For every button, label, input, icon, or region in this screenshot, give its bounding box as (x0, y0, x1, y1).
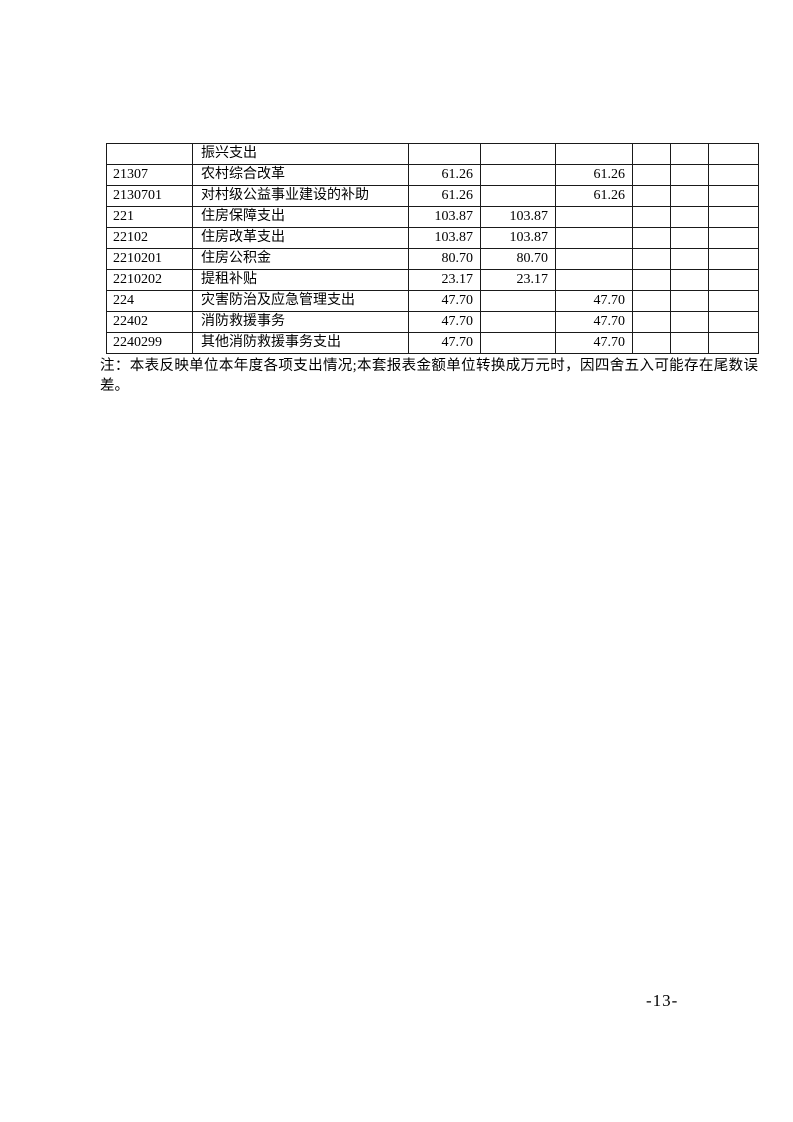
table-row: 2240299 其他消防救援事务支出 47.70 47.70 (106, 332, 759, 354)
cell-amount (708, 164, 759, 186)
cell-amount (555, 206, 633, 228)
cell-code: 2240299 (106, 332, 193, 354)
cell-amount: 103.87 (480, 206, 556, 228)
table-row: 2210202 提租补贴 23.17 23.17 (106, 269, 759, 291)
cell-amount (480, 311, 556, 333)
cell-amount (632, 227, 671, 249)
cell-amount (632, 143, 671, 165)
cell-amount (670, 185, 709, 207)
cell-name: 提租补贴 (192, 269, 409, 291)
cell-amount (670, 248, 709, 270)
cell-amount: 80.70 (408, 248, 481, 270)
cell-amount: 80.70 (480, 248, 556, 270)
cell-code: 2210202 (106, 269, 193, 291)
cell-name: 住房公积金 (192, 248, 409, 270)
cell-amount: 47.70 (408, 332, 481, 354)
cell-amount (670, 332, 709, 354)
table-footnote: 注：本表反映单位本年度各项支出情况;本套报表金额单位转换成万元时，因四舍五入可能… (100, 358, 758, 394)
cell-amount (708, 227, 759, 249)
cell-amount (632, 269, 671, 291)
cell-amount: 103.87 (408, 227, 481, 249)
cell-code: 2130701 (106, 185, 193, 207)
cell-amount (670, 227, 709, 249)
cell-code: 221 (106, 206, 193, 228)
cell-code: 22102 (106, 227, 193, 249)
cell-amount (632, 248, 671, 270)
table-row: 221 住房保障支出 103.87 103.87 (106, 206, 759, 228)
cell-amount (708, 248, 759, 270)
cell-name: 住房保障支出 (192, 206, 409, 228)
cell-code (106, 143, 193, 165)
cell-amount (708, 269, 759, 291)
cell-amount (708, 143, 759, 165)
cell-code: 224 (106, 290, 193, 312)
cell-amount (632, 206, 671, 228)
cell-amount (480, 332, 556, 354)
table-row: 22102 住房改革支出 103.87 103.87 (106, 227, 759, 249)
cell-code: 2210201 (106, 248, 193, 270)
cell-amount: 103.87 (480, 227, 556, 249)
cell-code: 21307 (106, 164, 193, 186)
cell-amount (708, 332, 759, 354)
cell-amount (670, 164, 709, 186)
cell-amount (670, 269, 709, 291)
table-row: 21307 农村综合改革 61.26 61.26 (106, 164, 759, 186)
cell-amount: 61.26 (408, 185, 481, 207)
expenditure-table: 振兴支出 21307 农村综合改革 61.26 61.26 2130701 (106, 143, 759, 354)
cell-amount (708, 311, 759, 333)
cell-amount (670, 311, 709, 333)
cell-amount (670, 143, 709, 165)
cell-amount (632, 311, 671, 333)
table-row: 2130701 对村级公益事业建设的补助 61.26 61.26 (106, 185, 759, 207)
cell-amount: 47.70 (555, 311, 633, 333)
cell-amount (632, 164, 671, 186)
cell-amount (555, 143, 633, 165)
cell-amount (708, 185, 759, 207)
cell-amount (555, 269, 633, 291)
table-row: 2210201 住房公积金 80.70 80.70 (106, 248, 759, 270)
cell-name: 消防救援事务 (192, 311, 409, 333)
cell-amount (555, 248, 633, 270)
cell-amount: 61.26 (555, 185, 633, 207)
cell-name: 灾害防治及应急管理支出 (192, 290, 409, 312)
cell-amount (670, 206, 709, 228)
cell-amount (670, 290, 709, 312)
cell-name: 振兴支出 (192, 143, 409, 165)
cell-amount (555, 227, 633, 249)
cell-amount (708, 206, 759, 228)
table-row: 22402 消防救援事务 47.70 47.70 (106, 311, 759, 333)
cell-amount (480, 290, 556, 312)
cell-code: 22402 (106, 311, 193, 333)
cell-amount: 23.17 (408, 269, 481, 291)
cell-amount (480, 164, 556, 186)
cell-amount: 23.17 (480, 269, 556, 291)
table-row: 224 灾害防治及应急管理支出 47.70 47.70 (106, 290, 759, 312)
cell-amount: 103.87 (408, 206, 481, 228)
cell-amount: 47.70 (555, 332, 633, 354)
cell-amount: 47.70 (408, 290, 481, 312)
cell-name: 住房改革支出 (192, 227, 409, 249)
cell-amount (480, 143, 556, 165)
table-row: 振兴支出 (106, 143, 759, 165)
cell-amount (632, 290, 671, 312)
cell-amount: 61.26 (408, 164, 481, 186)
cell-amount (632, 332, 671, 354)
cell-amount: 47.70 (408, 311, 481, 333)
cell-amount (480, 185, 556, 207)
cell-name: 对村级公益事业建设的补助 (192, 185, 409, 207)
cell-name: 其他消防救援事务支出 (192, 332, 409, 354)
cell-amount: 47.70 (555, 290, 633, 312)
cell-amount (708, 290, 759, 312)
page-number: -13- (646, 991, 679, 1010)
cell-name: 农村综合改革 (192, 164, 409, 186)
cell-amount: 61.26 (555, 164, 633, 186)
cell-amount (408, 143, 481, 165)
cell-amount (632, 185, 671, 207)
